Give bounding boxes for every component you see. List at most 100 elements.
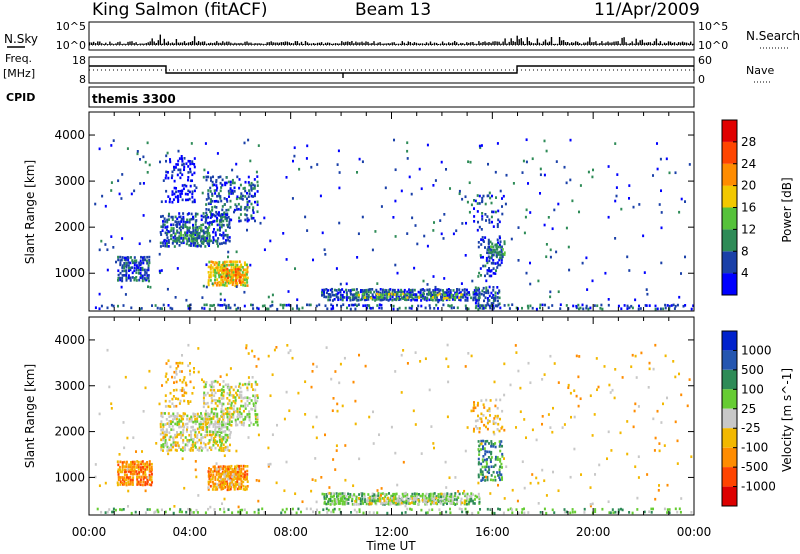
scatter-cell xyxy=(125,269,128,272)
scatter-cell xyxy=(214,274,217,277)
scatter-cell xyxy=(191,179,194,183)
scatter-cell xyxy=(157,510,160,514)
scatter-cell xyxy=(525,208,528,212)
scatter-cell xyxy=(244,415,247,419)
scatter-cell xyxy=(315,500,318,504)
scatter-cell xyxy=(668,304,671,308)
scatter-cell xyxy=(183,425,186,429)
scatter-cell xyxy=(529,261,532,265)
scatter-cell xyxy=(220,438,223,441)
count-bar xyxy=(466,42,468,45)
scatter-cell xyxy=(191,190,194,194)
scatter-cell xyxy=(246,415,249,418)
scatter-cell xyxy=(123,256,126,260)
scatter-cell xyxy=(242,475,245,478)
scatter-cell xyxy=(232,413,235,416)
scatter-cell xyxy=(552,406,555,410)
scatter-cell xyxy=(434,293,437,297)
scatter-cell xyxy=(201,191,204,195)
scatter-cell xyxy=(458,492,461,496)
scatter-cell xyxy=(174,415,177,418)
scatter-cell xyxy=(494,262,497,265)
scatter-cell xyxy=(362,292,365,296)
scatter-cell xyxy=(186,422,189,426)
count-tick-low-left: 10^0 xyxy=(56,39,86,52)
count-bar xyxy=(651,43,653,45)
scatter-cell xyxy=(219,467,222,471)
beam-title: Beam 13 xyxy=(355,0,432,20)
scatter-cell xyxy=(175,190,178,194)
scatter-cell xyxy=(406,507,409,511)
scatter-cell xyxy=(483,475,486,479)
scatter-cell xyxy=(236,407,239,411)
scatter-cell xyxy=(236,270,239,274)
scatter-cell xyxy=(195,508,198,512)
scatter-cell xyxy=(226,472,229,476)
scatter-cell xyxy=(176,173,179,177)
scatter-cell xyxy=(342,500,345,503)
scatter-cell xyxy=(233,266,236,269)
scatter-cell xyxy=(557,290,560,294)
scatter-cell xyxy=(181,457,184,461)
scatter-cell xyxy=(231,480,234,484)
scatter-cell xyxy=(658,442,661,445)
scatter-cell xyxy=(219,304,222,307)
scatter-cell xyxy=(254,388,257,392)
scatter-cell xyxy=(477,475,480,479)
scatter-cell xyxy=(222,430,225,434)
count-bar xyxy=(573,42,575,45)
scatter-cell xyxy=(200,417,203,421)
scatter-cell xyxy=(446,296,449,300)
scatter-cell xyxy=(465,221,468,225)
scatter-cell xyxy=(388,293,391,296)
scatter-cell xyxy=(461,288,464,292)
scatter-cell xyxy=(225,306,228,310)
scatter-cell xyxy=(214,423,217,426)
scatter-cell xyxy=(144,489,147,493)
count-bar xyxy=(322,43,325,45)
scatter-cell xyxy=(223,473,226,476)
scatter-cell xyxy=(571,508,574,511)
scatter-cell xyxy=(125,265,128,269)
scatter-cell xyxy=(187,165,190,168)
scatter-cell xyxy=(249,159,252,163)
scatter-cell xyxy=(257,307,260,311)
scatter-cell xyxy=(129,468,132,471)
scatter-cell xyxy=(179,215,182,219)
scatter-cell xyxy=(401,492,404,496)
scatter-cell xyxy=(212,432,215,436)
scatter-cell xyxy=(478,427,481,430)
count-bar xyxy=(193,36,196,45)
scatter-cell xyxy=(208,425,211,429)
scatter-cell xyxy=(351,295,354,299)
scatter-cell xyxy=(375,494,378,498)
scatter-cell xyxy=(186,426,189,429)
scatter-cell xyxy=(402,502,405,505)
scatter-cell xyxy=(196,228,199,232)
scatter-cell xyxy=(395,503,398,506)
scatter-cell xyxy=(165,159,168,163)
scatter-cell xyxy=(193,414,196,418)
scatter-cell xyxy=(236,483,239,486)
count-bar xyxy=(504,38,506,45)
scatter-cell xyxy=(493,250,496,253)
count-bar xyxy=(97,41,99,45)
scatter-cell xyxy=(202,238,205,242)
count-bar xyxy=(653,41,656,45)
scatter-cell xyxy=(527,306,530,310)
scatter-cell xyxy=(601,307,604,311)
scatter-cell xyxy=(220,225,223,229)
scatter-cell xyxy=(135,266,138,270)
colorbar-tick-label: 4 xyxy=(741,266,749,280)
scatter-cell xyxy=(563,423,566,426)
count-bar xyxy=(427,43,430,45)
scatter-cell xyxy=(442,299,445,302)
count-bar xyxy=(669,41,672,45)
count-bar xyxy=(250,42,252,45)
scatter-cell xyxy=(248,418,251,422)
count-bar xyxy=(603,43,605,45)
scatter-cell xyxy=(589,504,592,508)
scatter-cell xyxy=(408,306,411,310)
scatter-cell xyxy=(425,492,428,496)
scatter-cell xyxy=(503,251,506,255)
